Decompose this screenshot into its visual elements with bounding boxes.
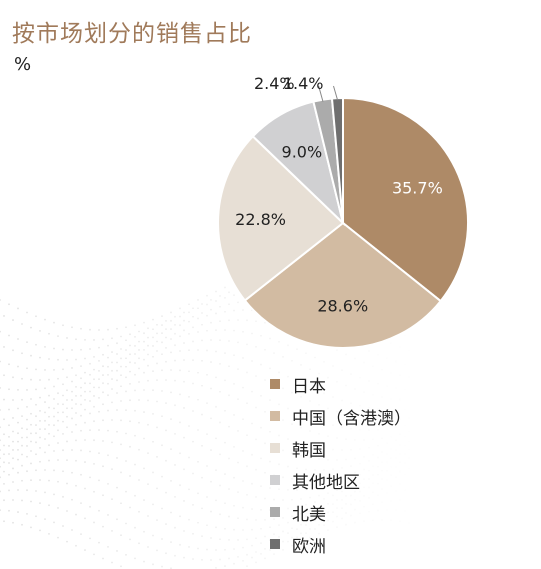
legend: 日本 中国（含港澳） 韩国 其他地区 北美 欧洲 <box>270 368 411 560</box>
pie-slice-2 <box>217 134 345 302</box>
legend-label: 日本 <box>292 376 326 397</box>
pie-slice-0 <box>342 96 469 303</box>
legend-swatch <box>270 379 280 389</box>
legend-item-china: 中国（含港澳） <box>270 400 411 432</box>
legend-swatch <box>270 539 280 549</box>
legend-item-japan: 日本 <box>270 368 411 400</box>
legend-swatch <box>270 475 280 485</box>
slice-value-label-1: 28.6% <box>317 296 368 315</box>
slice-value-label-5: 1.4% <box>283 74 324 93</box>
legend-swatch <box>270 507 280 517</box>
legend-swatch <box>270 411 280 421</box>
legend-item-europe: 欧洲 <box>270 528 411 560</box>
legend-label: 其他地区 <box>292 472 360 493</box>
legend-label: 北美 <box>292 504 326 525</box>
legend-label: 中国（含港澳） <box>292 408 411 429</box>
slice-value-label-4: 2.4% <box>254 74 295 93</box>
legend-label: 欧洲 <box>292 536 326 557</box>
leader-line-5 <box>333 85 339 101</box>
legend-item-north-america: 北美 <box>270 496 411 528</box>
slice-value-label-3: 9.0% <box>282 142 323 161</box>
legend-item-korea: 韩国 <box>270 432 411 464</box>
chart-title: 按市场划分的销售占比 <box>12 21 252 47</box>
slice-value-label-2: 22.8% <box>235 210 286 229</box>
leader-line-4 <box>318 85 324 102</box>
legend-swatch <box>270 443 280 453</box>
unit-label: % <box>14 54 32 75</box>
slice-value-label-0: 35.7% <box>392 178 443 197</box>
legend-item-other-regions: 其他地区 <box>270 464 411 496</box>
legend-label: 韩国 <box>292 440 326 461</box>
pie-slice-1 <box>243 221 443 349</box>
